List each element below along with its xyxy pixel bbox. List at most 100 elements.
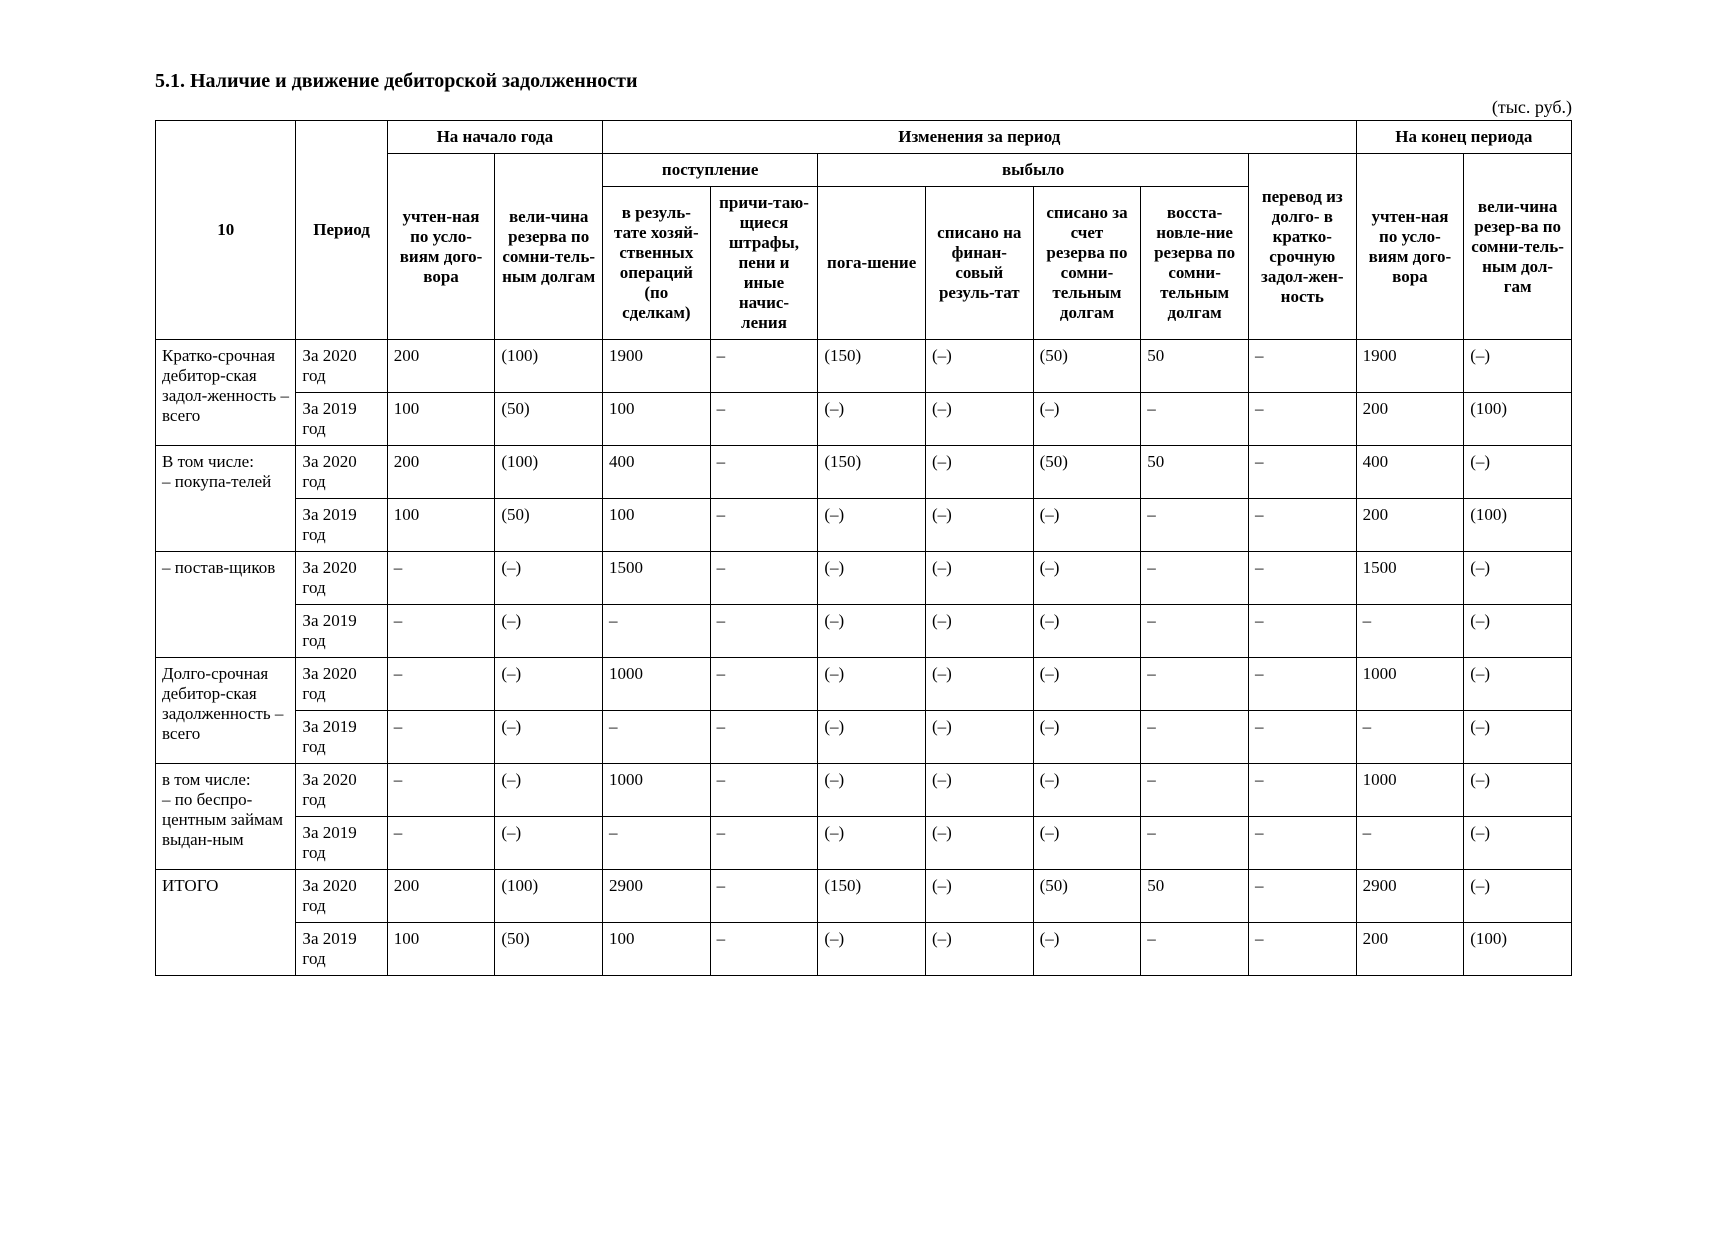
data-cell: (50) <box>1033 340 1141 393</box>
period-cell: За 2020 год <box>296 764 387 817</box>
data-cell: (–) <box>1033 817 1141 870</box>
data-cell: 1000 <box>1356 658 1464 711</box>
data-cell: 1900 <box>603 340 711 393</box>
period-cell: За 2019 год <box>296 817 387 870</box>
period-cell: За 2020 год <box>296 552 387 605</box>
table-row: За 2019 год100(50)100–(–)(–)(–)––200(100… <box>156 393 1572 446</box>
data-cell: (50) <box>495 393 603 446</box>
data-cell: (–) <box>925 393 1033 446</box>
table-row: Кратко-срочная дебитор-ская задол-женнос… <box>156 340 1572 393</box>
data-cell: (100) <box>495 446 603 499</box>
data-cell: 400 <box>603 446 711 499</box>
header-c8: восста-новле-ние резерва по сомни-тельны… <box>1141 187 1249 340</box>
period-cell: За 2020 год <box>296 340 387 393</box>
header-c4: причи-таю-щиеся штрафы, пени и иные начи… <box>710 187 818 340</box>
data-cell: 200 <box>387 446 495 499</box>
data-cell: (150) <box>818 340 926 393</box>
data-cell: (50) <box>495 499 603 552</box>
receivables-table: 10 Период На начало года Изменения за пе… <box>155 120 1572 976</box>
period-cell: За 2019 год <box>296 923 387 976</box>
header-changes: Изменения за период <box>603 121 1357 154</box>
data-cell: 400 <box>1356 446 1464 499</box>
data-cell: (100) <box>495 340 603 393</box>
data-cell: (–) <box>925 658 1033 711</box>
table-body: Кратко-срочная дебитор-ская задол-женнос… <box>156 340 1572 976</box>
data-cell: – <box>710 340 818 393</box>
document-page: 5.1. Наличие и движение дебиторской задо… <box>0 0 1727 1066</box>
data-cell: – <box>1248 552 1356 605</box>
table-header: 10 Период На начало года Изменения за пе… <box>156 121 1572 340</box>
data-cell: (–) <box>1464 764 1572 817</box>
data-cell: (–) <box>1464 711 1572 764</box>
data-cell: 1000 <box>1356 764 1464 817</box>
data-cell: (–) <box>495 817 603 870</box>
data-cell: 200 <box>1356 923 1464 976</box>
data-cell: – <box>603 817 711 870</box>
data-cell: – <box>1141 605 1249 658</box>
data-cell: – <box>1141 817 1249 870</box>
data-cell: 1900 <box>1356 340 1464 393</box>
data-cell: 100 <box>603 393 711 446</box>
data-cell: – <box>710 499 818 552</box>
table-row: Долго-срочная дебитор-ская задолженность… <box>156 658 1572 711</box>
data-cell: (–) <box>818 393 926 446</box>
table-row: За 2019 год–(–)––(–)(–)(–)–––(–) <box>156 711 1572 764</box>
data-cell: (–) <box>495 711 603 764</box>
header-c10: учтен-ная по усло-виям дого-вора <box>1356 154 1464 340</box>
data-cell: (–) <box>818 764 926 817</box>
data-cell: (–) <box>1033 658 1141 711</box>
data-cell: 1500 <box>1356 552 1464 605</box>
data-cell: – <box>1248 605 1356 658</box>
data-cell: (–) <box>1033 923 1141 976</box>
data-cell: – <box>1141 393 1249 446</box>
header-c3: в резуль-тате хозяй-ственных операций (п… <box>603 187 711 340</box>
header-end-period: На конец периода <box>1356 121 1571 154</box>
row-label: Долго-срочная дебитор-ская задолженность… <box>156 658 296 764</box>
data-cell: (–) <box>1033 499 1141 552</box>
data-cell: (–) <box>818 711 926 764</box>
header-outflow: выбыло <box>818 154 1249 187</box>
header-start-year: На начало года <box>387 121 602 154</box>
data-cell: (–) <box>925 499 1033 552</box>
data-cell: (50) <box>1033 870 1141 923</box>
period-cell: За 2019 год <box>296 499 387 552</box>
table-row: За 2019 год100(50)100–(–)(–)(–)––200(100… <box>156 923 1572 976</box>
period-cell: За 2019 год <box>296 393 387 446</box>
row-label: – постав-щиков <box>156 552 296 658</box>
data-cell: – <box>387 711 495 764</box>
data-cell: – <box>1248 499 1356 552</box>
data-cell: (–) <box>495 658 603 711</box>
data-cell: (–) <box>495 764 603 817</box>
data-cell: (–) <box>1033 764 1141 817</box>
table-row: в том числе: – по беспро-центным займам … <box>156 764 1572 817</box>
data-cell: 1500 <box>603 552 711 605</box>
data-cell: 200 <box>1356 393 1464 446</box>
data-cell: (–) <box>1464 605 1572 658</box>
data-cell: (–) <box>1464 817 1572 870</box>
data-cell: (–) <box>925 870 1033 923</box>
row-label: ИТОГО <box>156 870 296 976</box>
data-cell: (–) <box>925 817 1033 870</box>
data-cell: – <box>710 658 818 711</box>
data-cell: – <box>1141 711 1249 764</box>
data-cell: (–) <box>925 446 1033 499</box>
data-cell: – <box>1141 499 1249 552</box>
data-cell: – <box>710 552 818 605</box>
row-label: В том числе: – покупа-телей <box>156 446 296 552</box>
table-row: За 2019 год–(–)––(–)(–)(–)–––(–) <box>156 605 1572 658</box>
data-cell: – <box>387 764 495 817</box>
data-cell: (–) <box>925 552 1033 605</box>
data-cell: – <box>387 605 495 658</box>
data-cell: – <box>1356 711 1464 764</box>
data-cell: – <box>387 552 495 605</box>
data-cell: 100 <box>387 393 495 446</box>
header-c2: вели-чина резерва по сомни-тель-ным долг… <box>495 154 603 340</box>
data-cell: – <box>1141 764 1249 817</box>
data-cell: 2900 <box>603 870 711 923</box>
data-cell: 200 <box>1356 499 1464 552</box>
data-cell: 100 <box>603 499 711 552</box>
data-cell: (–) <box>1033 711 1141 764</box>
row-label: Кратко-срочная дебитор-ская задол-женнос… <box>156 340 296 446</box>
header-c1: учтен-ная по усло-виям дого-вора <box>387 154 495 340</box>
data-cell: (–) <box>925 605 1033 658</box>
